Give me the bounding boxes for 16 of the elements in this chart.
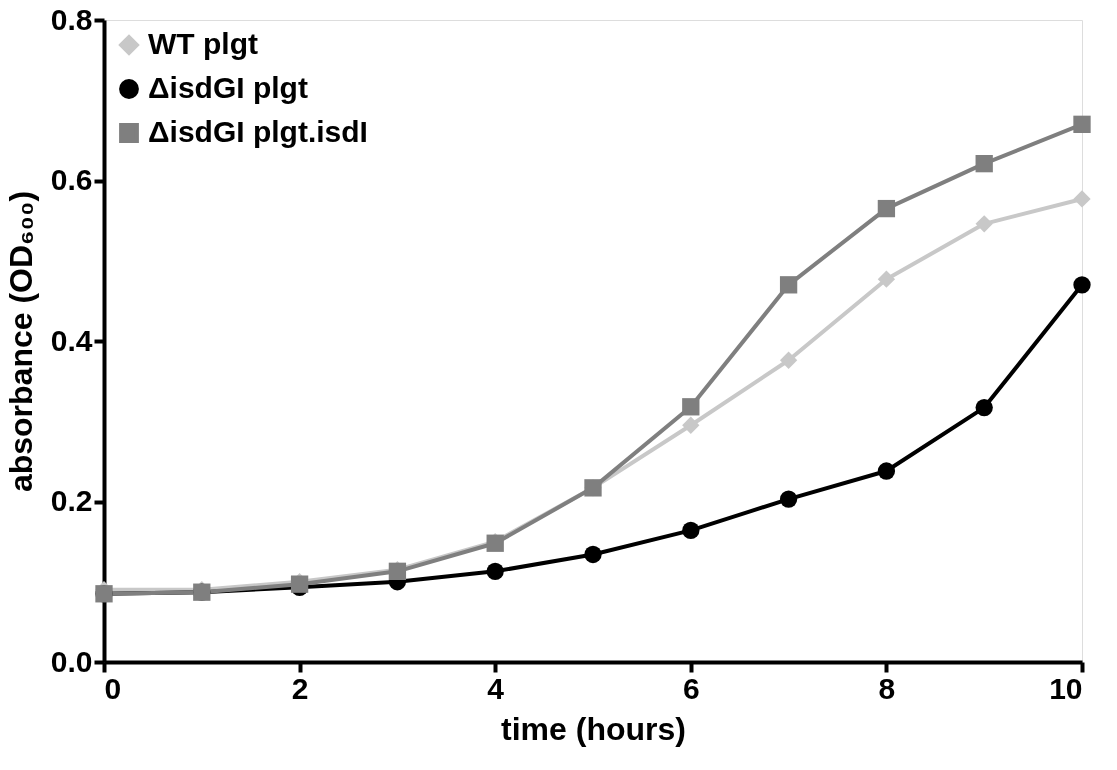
x-tick-label: 8 — [878, 671, 896, 705]
legend-label: ΔisdGI plgt — [148, 71, 308, 104]
legend-label: ΔisdGI plgt.isdI — [148, 115, 368, 148]
x-tick-label: 2 — [291, 671, 309, 705]
y-tick-label: 0.4 — [50, 323, 93, 357]
y-axis-title: absorbance (OD₆₀₀) — [2, 190, 39, 493]
x-axis-title: time (hours) — [501, 710, 686, 747]
x-tick-label: 6 — [682, 671, 700, 705]
y-tick-label: 0.0 — [50, 644, 93, 678]
y-tick-label: 0.2 — [50, 484, 93, 517]
legend-label: WT plgt — [148, 27, 258, 60]
x-tick-label: 10 — [1049, 671, 1083, 705]
x-tick-label: 4 — [487, 671, 505, 705]
x-tick-label: 0 — [104, 671, 122, 705]
y-tick-label: 0.6 — [50, 163, 93, 196]
y-tick-label: 0.8 — [50, 2, 93, 36]
